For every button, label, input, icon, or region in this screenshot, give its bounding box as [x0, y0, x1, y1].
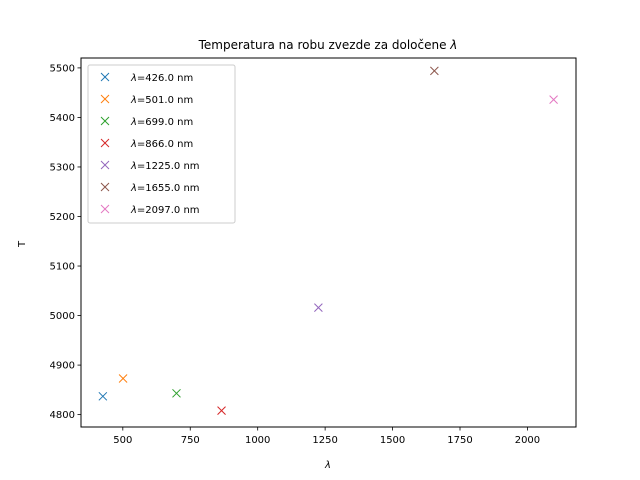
x-tick-label: 500	[113, 435, 132, 446]
x-tick-label: 1250	[312, 435, 337, 446]
legend-entry-text: =1655.0 nm	[137, 183, 200, 194]
legend-marker-stroke	[100, 204, 110, 214]
legend-marker	[100, 116, 110, 126]
legend-marker-stroke	[100, 116, 110, 126]
x-tick-label: 750	[181, 435, 200, 446]
legend-marker-stroke	[100, 182, 110, 192]
data-point	[549, 95, 558, 104]
data-point-stroke	[172, 388, 181, 398]
legend-marker	[100, 94, 110, 104]
axes-frame	[80, 57, 577, 428]
y-axis-label: T	[17, 240, 28, 248]
legend-marker-stroke	[100, 138, 110, 148]
chart-title-text: Temperatura na robu zvezde za določene	[198, 38, 451, 52]
legend-entry: λ=1655.0 nm	[130, 183, 200, 194]
data-point-stroke	[430, 66, 439, 76]
data-point-stroke	[118, 374, 128, 383]
x-tick-label: 1750	[447, 435, 472, 446]
x-tick-label: 1500	[380, 435, 405, 446]
y-tick-label: 5100	[50, 262, 75, 273]
x-tick-label: 1000	[245, 435, 270, 446]
legend-entry-symbol: λ	[130, 117, 137, 128]
y-tick-label: 5200	[50, 212, 75, 223]
y-tick-label: 5400	[50, 113, 75, 124]
legend-entry-symbol: λ	[130, 161, 137, 172]
data-point-stroke	[314, 303, 323, 312]
data-point	[98, 391, 108, 401]
legend-marker-stroke	[100, 94, 110, 104]
data-point	[217, 406, 226, 416]
legend-marker	[100, 204, 110, 214]
data-point	[172, 388, 181, 398]
legend-entry: λ=699.0 nm	[130, 117, 193, 128]
x-axis-label: λ	[324, 460, 331, 471]
legend-entry: λ=426.0 nm	[130, 73, 193, 84]
y-tick-label: 5500	[50, 63, 75, 74]
chart-title: Temperatura na robu zvezde za določene λ	[198, 38, 458, 52]
legend-entry: λ=1225.0 nm	[130, 161, 200, 172]
legend-marker	[100, 72, 110, 82]
data-point-stroke	[549, 95, 558, 104]
legend-entry: λ=501.0 nm	[130, 95, 193, 106]
legend-entry-text: =2097.0 nm	[137, 205, 200, 216]
data-point	[314, 303, 323, 312]
legend-entry-text: =699.0 nm	[137, 117, 193, 128]
legend-entry: λ=866.0 nm	[130, 139, 193, 150]
data-point-stroke	[217, 406, 226, 416]
legend-entry-text: =501.0 nm	[137, 95, 193, 106]
data-point-stroke	[98, 391, 108, 401]
legend-entry-text: =426.0 nm	[137, 73, 193, 84]
legend-marker-stroke	[100, 160, 110, 170]
legend-marker	[100, 160, 110, 170]
legend-marker	[100, 182, 110, 192]
legend-entry-text: =866.0 nm	[137, 139, 193, 150]
plot-area: 500 750 1000 1250 1500 1750 2000 4800 4900 5000 51…	[50, 57, 577, 446]
y-tick-label: 5000	[50, 311, 75, 322]
chart-title-symbol: λ	[449, 38, 457, 52]
legend-entry-symbol: λ	[130, 139, 137, 150]
data-point	[118, 374, 128, 383]
legend-entry-symbol: λ	[130, 205, 137, 216]
legend-entry-symbol: λ	[130, 95, 137, 106]
legend-marker-stroke	[100, 72, 110, 82]
legend-entry-symbol: λ	[130, 73, 137, 84]
x-tick-label: 2000	[515, 435, 540, 446]
y-tick-label: 5300	[50, 162, 75, 173]
legend-entry-symbol: λ	[130, 183, 137, 194]
y-tick-label: 4900	[50, 361, 75, 372]
legend-entry: λ=2097.0 nm	[130, 205, 200, 216]
legend-marker	[100, 138, 110, 148]
legend-box	[87, 64, 236, 224]
legend-entry-text: =1225.0 nm	[137, 161, 200, 172]
y-tick-label: 4800	[50, 410, 75, 421]
data-point	[430, 66, 439, 76]
